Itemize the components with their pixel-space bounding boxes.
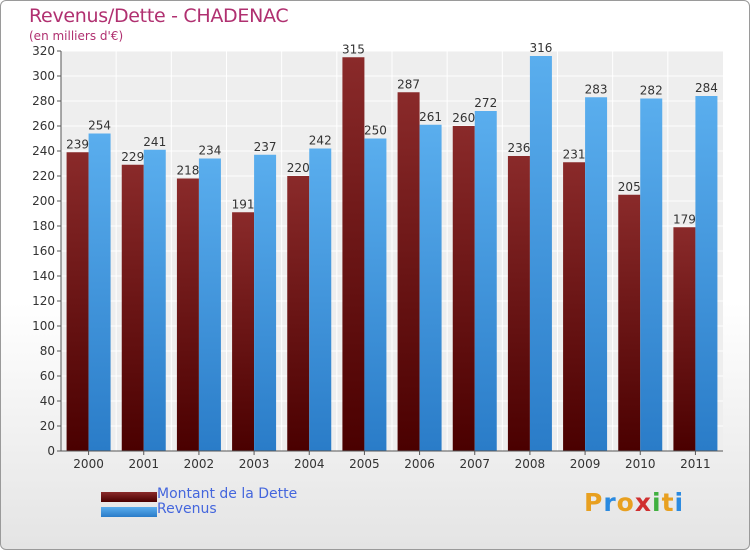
logo-letter: i bbox=[652, 488, 662, 517]
y-tick-label: 120 bbox=[32, 294, 55, 308]
y-tick-label: 260 bbox=[32, 119, 55, 133]
bar-revenus bbox=[198, 158, 221, 451]
y-tick-label: 200 bbox=[32, 194, 55, 208]
bar-revenus bbox=[309, 148, 332, 451]
x-tick-label: 2001 bbox=[128, 457, 159, 471]
y-tick-label: 0 bbox=[47, 444, 55, 458]
x-tick-label: 2005 bbox=[349, 457, 380, 471]
y-tick-label: 220 bbox=[32, 169, 55, 183]
y-tick-label: 80 bbox=[40, 344, 55, 358]
data-label: 272 bbox=[474, 96, 497, 110]
data-label: 241 bbox=[143, 135, 166, 149]
data-label: 261 bbox=[419, 110, 442, 124]
legend-label-revenus: Revenus bbox=[157, 501, 217, 517]
bar-dette bbox=[452, 126, 475, 451]
x-tick-label: 2011 bbox=[680, 457, 711, 471]
data-label: 315 bbox=[342, 42, 365, 56]
bar-revenus bbox=[364, 138, 387, 451]
data-label: 316 bbox=[529, 41, 552, 55]
data-label: 250 bbox=[364, 124, 387, 138]
data-label: 283 bbox=[585, 82, 608, 96]
y-tick-label: 240 bbox=[32, 144, 55, 158]
logo-letter: x bbox=[634, 488, 652, 517]
y-tick-label: 140 bbox=[32, 269, 55, 283]
data-label: 254 bbox=[88, 119, 111, 133]
bar-revenus bbox=[143, 149, 166, 451]
x-tick-label: 2007 bbox=[459, 457, 490, 471]
y-tick-label: 40 bbox=[40, 394, 55, 408]
bar-revenus bbox=[529, 56, 552, 451]
bar-dette bbox=[618, 194, 641, 451]
data-label: 239 bbox=[66, 137, 89, 151]
bar-dette bbox=[121, 164, 144, 451]
legend-swatch-dette bbox=[101, 492, 157, 502]
bar-revenus bbox=[88, 133, 111, 451]
y-tick-label: 20 bbox=[40, 419, 55, 433]
logo-letter: P bbox=[584, 488, 604, 517]
legend-label-dette: Montant de la Dette bbox=[157, 486, 298, 502]
x-tick-label: 2009 bbox=[570, 457, 601, 471]
x-tick-label: 2002 bbox=[184, 457, 215, 471]
x-tick-label: 2010 bbox=[625, 457, 656, 471]
x-tick-label: 2004 bbox=[294, 457, 325, 471]
y-tick-label: 320 bbox=[32, 44, 55, 58]
legend-swatch-revenus bbox=[101, 507, 157, 517]
data-label: 287 bbox=[397, 77, 420, 91]
data-label: 236 bbox=[507, 141, 530, 155]
data-label: 282 bbox=[640, 84, 663, 98]
logo-letter: i bbox=[674, 488, 685, 517]
bar-dette bbox=[66, 152, 89, 451]
x-tick-label: 2000 bbox=[73, 457, 104, 471]
data-label: 191 bbox=[232, 197, 255, 211]
data-label: 205 bbox=[618, 180, 641, 194]
logo-letter: r bbox=[603, 488, 617, 517]
y-tick-label: 100 bbox=[32, 319, 55, 333]
chart-subtitle: (en milliers d'€) bbox=[29, 29, 124, 43]
bar-dette bbox=[342, 57, 365, 451]
data-label: 260 bbox=[452, 111, 475, 125]
data-label: 220 bbox=[287, 161, 310, 175]
data-label: 284 bbox=[695, 81, 718, 95]
x-tick-label: 2003 bbox=[239, 457, 270, 471]
data-label: 231 bbox=[563, 147, 586, 161]
y-tick-label: 280 bbox=[32, 94, 55, 108]
bar-dette bbox=[397, 92, 420, 451]
bar-revenus bbox=[474, 111, 497, 451]
bar-dette bbox=[176, 178, 199, 451]
bar-revenus bbox=[640, 98, 663, 451]
y-tick-label: 300 bbox=[32, 69, 55, 83]
proxiti-logo: Proxiti bbox=[584, 488, 684, 517]
x-tick-label: 2006 bbox=[404, 457, 435, 471]
x-tick-label: 2008 bbox=[515, 457, 546, 471]
bar-dette bbox=[232, 212, 255, 451]
data-label: 218 bbox=[176, 164, 199, 178]
data-label: 234 bbox=[198, 144, 221, 158]
bar-dette bbox=[507, 156, 530, 451]
y-tick-label: 160 bbox=[32, 244, 55, 258]
data-label: 237 bbox=[254, 140, 277, 154]
bar-revenus bbox=[585, 97, 608, 451]
data-label: 229 bbox=[121, 150, 144, 164]
bar-dette bbox=[563, 162, 586, 451]
y-tick-label: 180 bbox=[32, 219, 55, 233]
bar-dette bbox=[673, 227, 696, 451]
data-label: 179 bbox=[673, 212, 696, 226]
chart-title: Revenus/Dette - CHADENAC bbox=[29, 5, 289, 27]
bar-revenus bbox=[419, 124, 442, 451]
bar-dette bbox=[287, 176, 310, 451]
bar-revenus bbox=[254, 154, 277, 451]
y-tick-label: 60 bbox=[40, 369, 55, 383]
data-label: 242 bbox=[309, 134, 332, 148]
bar-revenus bbox=[695, 96, 718, 451]
logo-letter: t bbox=[661, 488, 675, 517]
logo-letter: o bbox=[616, 488, 635, 517]
